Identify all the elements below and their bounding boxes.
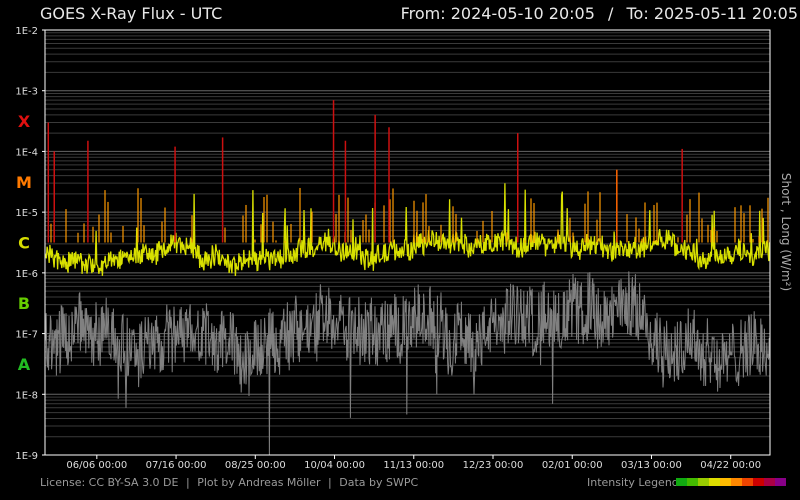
y-tick-label: 1E-7 [15,330,38,341]
legend-swatch [687,478,698,486]
license-text: License: CC BY-SA 3.0 DE [40,476,179,489]
class-label-m: M [16,173,32,192]
flare-class-labels: X M C B A [16,112,32,374]
y-tick-label: 1E-9 [15,451,38,462]
y-axis-ticks: 1E-2 1E-3 1E-4 1E-5 1E-6 1E-7 1E-8 1E-9 [15,26,45,462]
x-tick-label: 07/16 00:00 [146,460,207,471]
x-tick-label: 04/22 00:00 [700,460,761,471]
legend-swatch [676,478,687,486]
legend-swatch [720,478,731,486]
footer-separator: | [328,476,332,489]
data-credit: Data by SWPC [339,476,419,489]
from-value: 2024-05-10 20:05 [450,4,595,23]
series-long [45,183,770,277]
y-tick-label: 1E-8 [15,390,38,401]
x-tick-label: 10/04 00:00 [304,460,365,471]
class-label-x: X [18,112,31,131]
x-tick-label: 12/23 00:00 [463,460,524,471]
footer-separator: | [185,476,190,489]
chart-title: GOES X-Ray Flux - UTC [40,4,223,23]
y-tick-label: 1E-3 [15,87,38,98]
range-separator: / [608,4,614,23]
series-short [45,271,770,455]
y-axis-label: Short , Long (W/m²) [779,173,793,291]
y-tick-label: 1E-6 [15,269,38,280]
y-tick-label: 1E-2 [15,26,38,37]
class-label-b: B [18,294,30,313]
from-label: From: [400,4,446,23]
x-tick-label: 02/01 00:00 [542,460,603,471]
to-label: To: [626,4,649,23]
legend-swatch [731,478,742,486]
long-flux-line [45,183,770,277]
time-range: From: 2024-05-10 20:05 / To: 2025-05-11 … [401,4,798,23]
legend-swatch [775,478,786,486]
x-tick-label: 08/25 00:00 [225,460,286,471]
flare-peaks [47,100,683,243]
intensity-legend-bar [676,478,786,486]
x-axis-ticks: 06/06 00:00 07/16 00:00 08/25 00:00 10/04 0… [66,455,761,471]
plot-border [44,29,771,456]
x-tick-label: 06/06 00:00 [66,460,127,471]
legend-swatch [698,478,709,486]
class-label-c: C [18,234,30,253]
legend-swatch [709,478,720,486]
plot-credit: Plot by Andreas Möller [197,476,321,489]
intensity-legend-label: Intensity Legend [587,476,679,489]
short-flux-line [45,271,770,455]
legend-swatch [764,478,775,486]
x-tick-label: 11/13 00:00 [383,460,444,471]
y-tick-label: 1E-5 [15,208,38,219]
x-tick-label: 03/13 00:00 [621,460,682,471]
footer-credits: License: CC BY-SA 3.0 DE | Plot by Andre… [40,476,418,489]
legend-swatch [753,478,764,486]
to-value: 2025-05-11 20:05 [653,4,798,23]
legend-swatch [742,478,753,486]
class-label-a: A [18,355,31,374]
y-tick-label: 1E-4 [15,147,38,158]
